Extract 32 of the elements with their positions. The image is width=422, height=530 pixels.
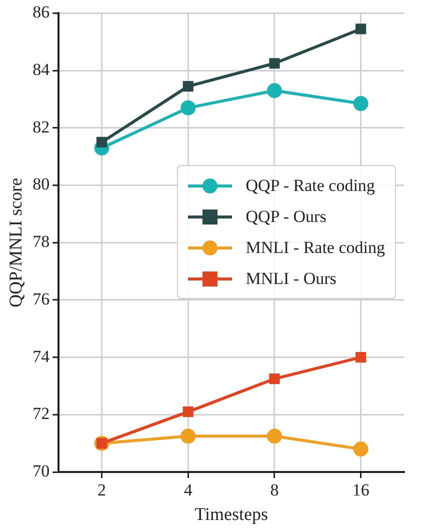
point: [356, 24, 366, 34]
y-tick-label: 78: [32, 232, 50, 252]
x-tick-label: 8: [270, 480, 279, 500]
y-tick-label: 74: [32, 346, 50, 366]
y-tick-label: 86: [32, 2, 50, 22]
y-axis-title: QQP/MNLI score: [6, 178, 26, 308]
point: [182, 406, 194, 418]
point: [269, 58, 280, 69]
legend-label: QQP - Rate coding: [246, 176, 375, 196]
x-tick-label: 2: [98, 480, 106, 500]
point: [182, 81, 194, 92]
point: [353, 442, 368, 457]
point: [266, 83, 282, 98]
point: [180, 100, 196, 116]
x-axis-title: Timesteps: [194, 504, 268, 524]
y-tick-label: 80: [32, 174, 50, 194]
point: [356, 352, 366, 363]
y-tick-label: 82: [32, 117, 50, 136]
point: [353, 96, 368, 112]
point: [96, 136, 108, 148]
y-tick-label: 70: [32, 461, 50, 480]
point: [269, 374, 280, 384]
legend-label: MNLI - Ours: [246, 268, 336, 288]
point: [266, 428, 282, 444]
y-tick-label: 76: [32, 289, 50, 308]
x-tick-label: 16: [352, 480, 370, 500]
legend-label: QQP - Ours: [246, 206, 326, 226]
y-tick-label: 84: [32, 60, 50, 80]
x-tick-label: 4: [184, 480, 193, 500]
point: [180, 428, 196, 444]
legend-label: MNLI - Rate coding: [246, 238, 385, 258]
y-tick-label: 72: [32, 404, 50, 424]
